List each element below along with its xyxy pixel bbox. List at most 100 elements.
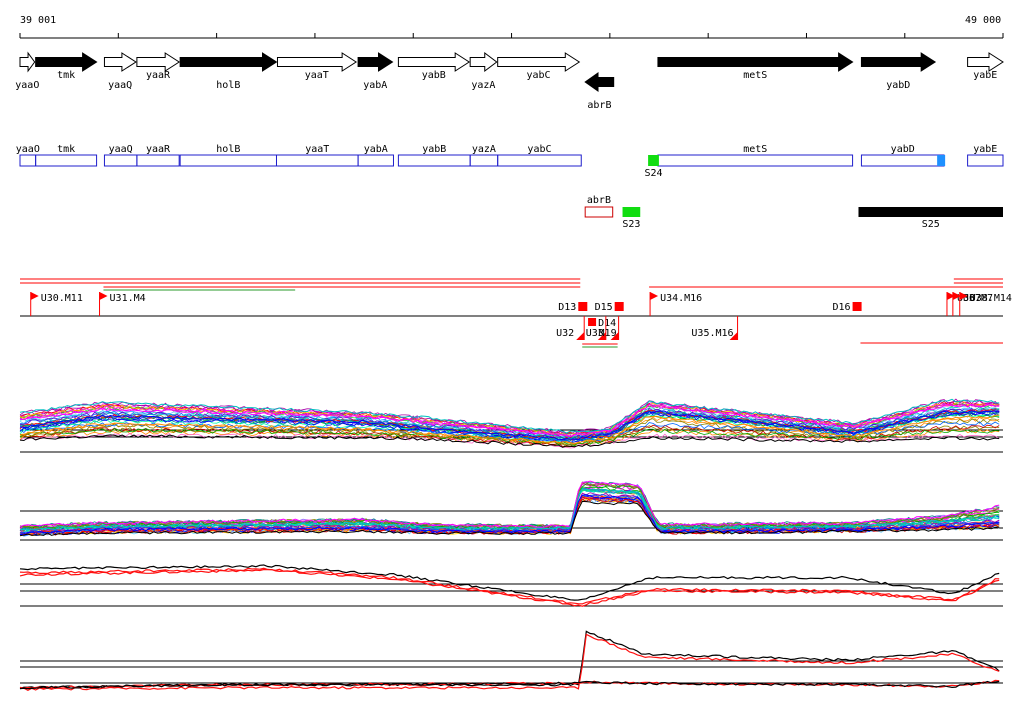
annotation-box-yabC[interactable] — [497, 154, 582, 167]
gene-arrow-metS[interactable] — [657, 52, 854, 72]
profile-series-2 — [19, 568, 1000, 607]
annotation-box-yaaT[interactable] — [275, 154, 359, 167]
gene-arrow-yaaR[interactable] — [136, 52, 181, 72]
marker-flag-U36.M7[interactable] — [946, 292, 955, 300]
annotation-box-yaaQ[interactable] — [103, 154, 138, 167]
profile-series-2 — [19, 494, 1000, 535]
annotation-label-yaaO: yaaO — [16, 144, 40, 155]
profile-line — [19, 483, 1000, 529]
annotation-box-yabD[interactable] — [860, 154, 945, 167]
marker-flag-D15[interactable] — [614, 302, 624, 311]
annotation-box-yaaO[interactable] — [19, 154, 37, 167]
segment-track: S24 S25 S23 abrB — [584, 155, 1003, 230]
marker-label-D15: D15 — [595, 302, 613, 313]
annotation-box-metS[interactable] — [657, 154, 854, 167]
segment-label-S23: S23 — [622, 219, 640, 230]
gene-track: yaaO tmk yaaQ yaaR holB yaaT yabA yabB yazA yabC a… — [15, 51, 1004, 111]
marker-flag-U33[interactable] — [597, 332, 606, 340]
marker-flag-U34.M16[interactable] — [650, 292, 659, 300]
gene-label-yaaR: yaaR — [146, 70, 171, 81]
marker-flag-D16[interactable] — [852, 302, 862, 311]
gene-arrow-yabA[interactable] — [357, 52, 394, 72]
annotation-label-yaaR: yaaR — [146, 144, 171, 155]
marker-flag-D13[interactable] — [578, 302, 588, 311]
profile-series-0 — [19, 564, 1000, 601]
gene-arrow-yaaO[interactable] — [19, 51, 36, 73]
profile-line — [19, 487, 1000, 533]
gene-label-holB: holB — [216, 80, 240, 91]
marker-flag-U32[interactable] — [576, 332, 585, 340]
gene-label-yabE: yabE — [973, 70, 997, 81]
annotation-label-yabB: yabB — [422, 144, 446, 155]
open-box-abrB[interactable] — [584, 206, 614, 218]
marker-label-U37: U37 — [963, 293, 981, 304]
marker-label-U33: U33 — [586, 328, 604, 339]
gene-arrow-yabB[interactable] — [397, 52, 471, 72]
gene-arrow-tmk[interactable] — [35, 52, 98, 72]
gene-arrow-yabD[interactable] — [860, 52, 937, 72]
annotation-label-yazA: yazA — [472, 144, 496, 155]
gene-arrow-abrB[interactable] — [584, 72, 615, 92]
profiles-all-1 — [19, 398, 1003, 453]
gene-label-yaaT: yaaT — [305, 70, 329, 81]
profiles-summary-2 — [19, 630, 1003, 691]
gene-arrow-yaaT[interactable] — [276, 52, 358, 72]
segment-S23[interactable] — [622, 207, 641, 217]
annotation-box-yabB[interactable] — [397, 154, 471, 167]
marker-flag-U38.M14[interactable] — [959, 292, 968, 300]
profile-series-1 — [19, 633, 1000, 691]
annotation-box-holB[interactable] — [179, 154, 277, 167]
marker-flag-U37[interactable] — [952, 292, 961, 300]
annotation-track: yaaO tmk yaaQ yaaR holB yaaT yabA yabB yazA yabC m… — [16, 144, 1004, 167]
gene-arrow-yabE[interactable] — [967, 52, 1004, 72]
marker-label-M19: M19 — [599, 328, 617, 339]
gene-label-yabD: yabD — [886, 80, 910, 91]
profile-line — [19, 409, 1000, 441]
profile-series-4 — [19, 434, 1000, 448]
segment-blue-mark — [937, 155, 946, 166]
annotation-box-yaaR[interactable] — [136, 154, 180, 167]
gene-label-yabC: yabC — [526, 70, 550, 81]
marker-label-D13: D13 — [558, 302, 576, 313]
gene-arrow-yaaQ[interactable] — [103, 52, 137, 72]
annotation-label-tmk: tmk — [57, 144, 75, 155]
marker-label-D14: D14 — [598, 318, 616, 329]
profile-line — [19, 410, 1000, 443]
profiles-all-2 — [19, 480, 1003, 541]
annotation-box-yazA[interactable] — [469, 154, 499, 167]
gene-arrow-yabC[interactable] — [497, 52, 581, 72]
marker-label-U36.M7: U36.M7 — [957, 293, 993, 304]
annotation-box-yabE[interactable] — [967, 154, 1004, 167]
gene-label-tmk: tmk — [57, 70, 75, 81]
profile-panels — [19, 398, 1003, 691]
marker-flag-M19[interactable] — [610, 332, 619, 340]
annotation-label-yabE: yabE — [973, 144, 997, 155]
annotation-box-yabA[interactable] — [357, 154, 394, 167]
profile-line — [19, 480, 1000, 529]
marker-label-U30.M11: U30.M11 — [41, 293, 83, 304]
annotation-box-tmk[interactable] — [35, 154, 98, 167]
profile-series-0 — [19, 403, 1000, 438]
profile-line — [19, 481, 1000, 529]
marker-flag-D14[interactable] — [588, 318, 597, 326]
gene-label-yaaQ: yaaQ — [108, 80, 132, 91]
gene-arrow-yazA[interactable] — [469, 51, 498, 73]
segment-S24[interactable] — [648, 155, 659, 166]
segment-S25[interactable] — [858, 207, 1003, 217]
gene-label-abrB: abrB — [587, 100, 611, 111]
profile-line — [19, 481, 1000, 529]
profile-series-extra — [19, 680, 1000, 690]
ruler-end-label: 49 000 — [965, 15, 1001, 26]
profile-series-3 — [19, 500, 1000, 537]
profile-series-0 — [19, 480, 1000, 528]
gene-arrow-holB[interactable] — [179, 52, 278, 72]
marker-flag-U30.M11[interactable] — [30, 292, 39, 300]
ruler-start-label: 39 001 — [20, 15, 56, 26]
marker-flag-U31.M4[interactable] — [99, 292, 108, 300]
marker-flag-U35.M16[interactable] — [729, 332, 738, 340]
marker-label-U38.M14: U38.M14 — [970, 293, 1012, 304]
open-box-label-abrB: abrB — [587, 195, 611, 206]
gene-label-yazA: yazA — [471, 80, 495, 91]
annotation-label-metS: metS — [743, 144, 767, 155]
